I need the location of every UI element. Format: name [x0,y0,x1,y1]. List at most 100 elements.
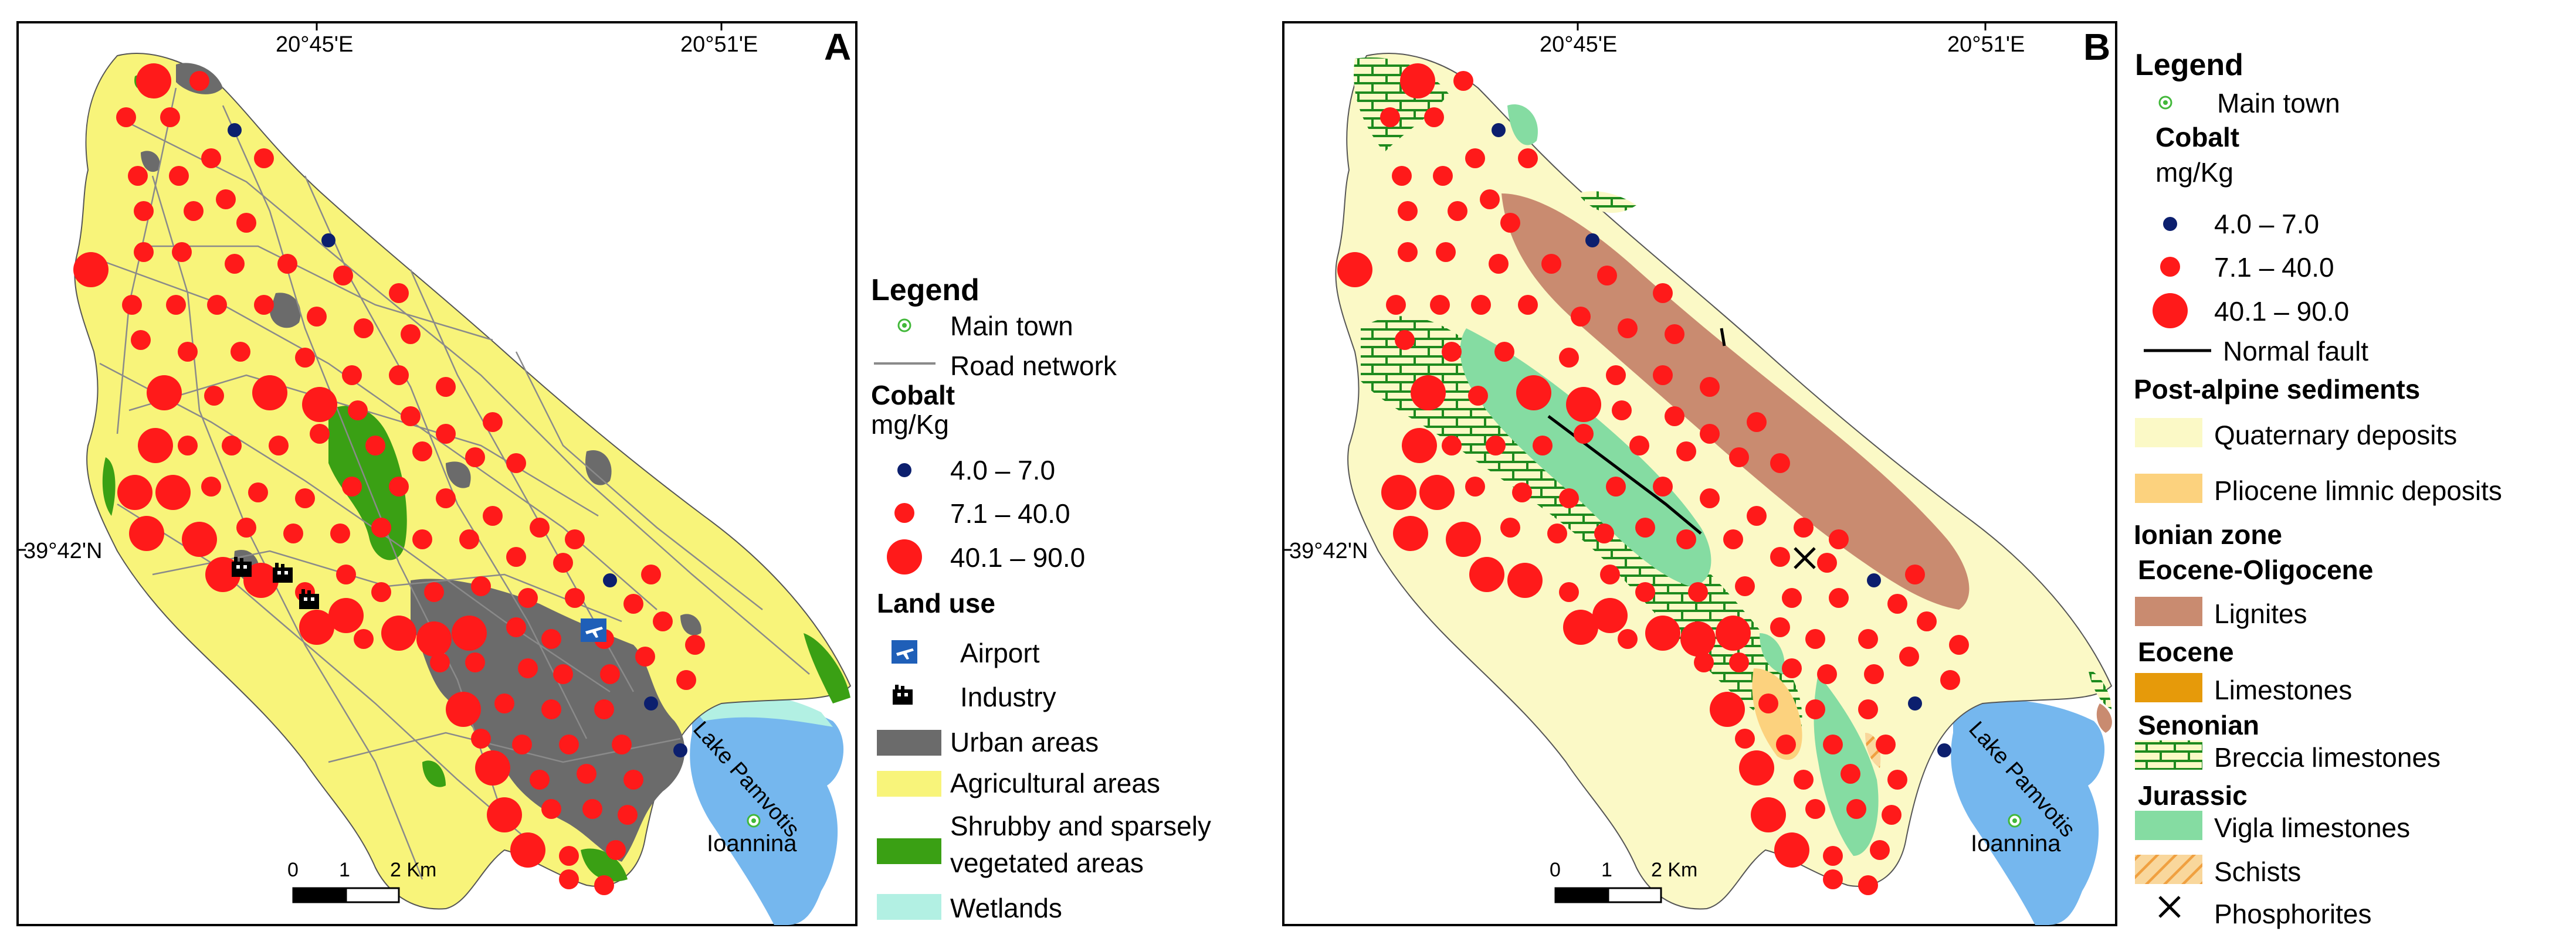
legend-main-town: Main town [2217,88,2340,118]
cobalt-sample-point [1817,664,1837,684]
cobalt-sample-point [1600,565,1620,584]
cobalt-sample-point [371,582,391,602]
cobalt-sample-point [1518,295,1538,315]
cobalt-sample-point [1541,254,1561,274]
town-label: Ioannina [1971,831,2061,856]
cobalt-sample-point [1411,375,1446,410]
cobalt-sample-point [465,652,485,672]
cobalt-sample-point [416,621,452,657]
cobalt-sample-point [1480,189,1500,209]
cobalt-sample-point [1937,743,1951,757]
pliocene-swatch [2135,474,2202,503]
cobalt-sample-point [1823,735,1843,754]
cobalt-class-low-symbol [2163,217,2177,231]
cobalt-sample-point [302,387,337,422]
lake-pamvotis [690,699,844,925]
cobalt-sample-point [1805,799,1825,819]
cobalt-sample-point [1653,365,1673,385]
cobalt-sample-point [330,524,350,543]
cobalt-sample-point [1747,412,1767,432]
cobalt-sample-point [530,770,550,790]
panel-label-b: B [2083,26,2110,68]
cobalt-sample-point [676,670,696,690]
cobalt-sample-point [354,629,374,649]
phosphorites-legend-icon [2158,896,2181,918]
cobalt-sample-point [236,213,256,233]
airport-legend-icon [892,640,917,664]
cobalt-sample-point [207,295,227,315]
cobalt-sample-point [1446,522,1481,557]
cobalt-sample-point [1618,318,1638,338]
cobalt-sample-point [1949,635,1969,655]
cobalt-sample-point [1694,652,1714,672]
shrubby-swatch [877,838,941,864]
cobalt-sample-point [577,764,596,784]
cobalt-sample-point [1841,764,1860,784]
cobalt-sample-point [1500,518,1520,538]
cobalt-sample-point [310,424,330,444]
cobalt-sample-point [1758,694,1778,713]
cobalt-sample-point [1442,342,1462,362]
cobalt-sample-point [1518,148,1538,168]
cobalt-sample-point [321,233,335,247]
cobalt-sample-point [1700,377,1720,397]
legend-main-town: Main town [950,311,1073,341]
cobalt-sample-point [1392,166,1412,186]
cobalt-sample-point [1500,213,1520,233]
cobalt-sample-point [231,342,250,362]
cobalt-sample-point [1729,447,1749,467]
cobalt-sample-point [131,330,151,350]
legend-breccia: Breccia limestones [2214,742,2441,773]
cobalt-sample-point [277,254,297,274]
phosphorites-icon [1794,547,1816,569]
legend-eocene-oligocene: Eocene-Oligocene [2138,555,2373,585]
cobalt-sample-point [1448,201,1467,221]
cobalt-sample-point [371,518,391,538]
cobalt-sample-point [129,516,164,551]
cobalt-sample-point [1688,582,1708,602]
cobalt-sample-point [1665,406,1684,426]
cobalt-sample-point [1469,557,1504,592]
graticule-ticks-a [18,22,723,551]
panel-a: Ioannina Lake Pamvotis 20°45'E 20°51'E 3… [16,21,857,926]
cobalt-sample-point [1908,696,1922,711]
cobalt-sample-point [248,482,268,502]
legend-class-mid: 7.1 – 40.0 [2214,252,2334,283]
cobalt-sample-point [184,201,204,221]
cobalt-sample-point [1829,529,1849,549]
legend-cobalt-title: Cobalt [871,380,955,410]
cobalt-sample-point [138,428,173,463]
airport-icon [581,618,606,642]
lake-pamvotis [1951,699,2105,925]
legend-senonian: Senonian [2138,710,2259,740]
cobalt-sample-point [1424,107,1444,127]
lon-tick-label: 20°45'E [1540,32,1617,57]
cobalt-sample-point [1680,621,1716,657]
cobalt-sample-point [1676,529,1696,549]
cobalt-sample-point [1402,428,1437,463]
cobalt-sample-point [1393,516,1428,551]
cobalt-sample-point [401,406,421,426]
cobalt-sample-point [471,576,491,596]
legend-class-high: 40.1 – 90.0 [950,542,1085,573]
limestones-swatch [2135,673,2202,702]
cobalt-sample-point [178,342,198,362]
cobalt-sample-point [1606,477,1626,497]
cobalt-sample-point [1433,166,1453,186]
cobalt-sample-point [73,252,109,287]
cobalt-class-high-symbol [887,539,922,575]
cobalt-sample-point [518,658,538,678]
lon-tick-label: 20°45'E [276,32,353,57]
cobalt-sample-point [155,475,191,510]
cobalt-sample-point [530,518,550,538]
legend-phosphorites: Phosphorites [2214,899,2372,929]
cobalt-sample-point [204,386,224,406]
cobalt-sample-point [412,529,432,549]
cobalt-sample-point [635,647,655,667]
legend-schists: Schists [2214,856,2301,887]
cobalt-sample-point [243,563,279,598]
cobalt-sample-point [1710,692,1745,727]
cobalt-sample-point [201,477,221,497]
cobalt-sample-point [1774,832,1809,868]
